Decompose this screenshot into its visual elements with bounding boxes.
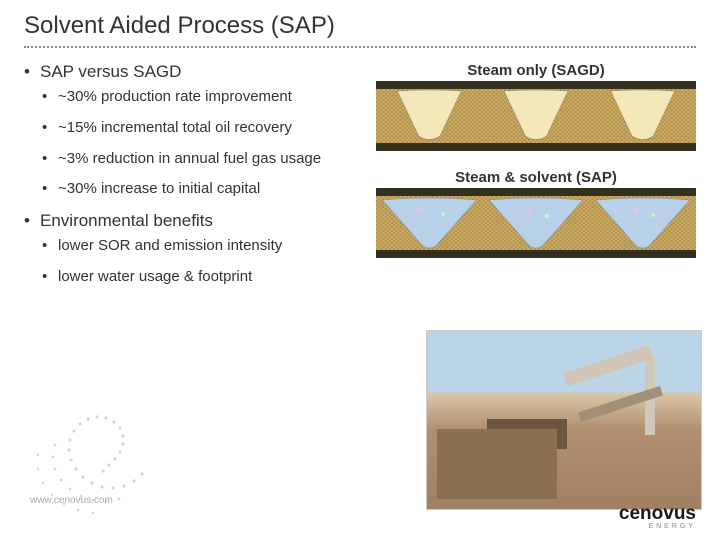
bullet-recovery: ~15% incremental total oil recovery bbox=[40, 119, 364, 138]
section-sap-vs-sagd: SAP versus SAGD ~30% production rate imp… bbox=[24, 62, 364, 199]
bullet-fuel-gas: ~3% reduction in annual fuel gas usage bbox=[40, 150, 364, 169]
right-column: Steam only (SAGD) bbox=[376, 62, 696, 299]
decorative-swirl bbox=[5, 395, 185, 535]
section-heading: Environmental benefits bbox=[40, 211, 213, 230]
label-sap: Steam & solvent (SAP) bbox=[376, 169, 696, 186]
bullet-capital: ~30% increase to initial capital bbox=[40, 180, 364, 199]
site-photo bbox=[426, 330, 702, 510]
brand-logo: cenovus ENERGY bbox=[619, 503, 696, 530]
content-columns: SAP versus SAGD ~30% production rate imp… bbox=[24, 62, 696, 299]
diagram-sap bbox=[376, 188, 696, 258]
label-sagd: Steam only (SAGD) bbox=[376, 62, 696, 79]
bullet-sor-emission: lower SOR and emission intensity bbox=[40, 237, 364, 256]
left-column: SAP versus SAGD ~30% production rate imp… bbox=[24, 62, 364, 299]
slide-title: Solvent Aided Process (SAP) bbox=[24, 12, 696, 48]
section-env-benefits: Environmental benefits lower SOR and emi… bbox=[24, 211, 364, 287]
bullet-production: ~30% production rate improvement bbox=[40, 88, 364, 107]
bullet-water: lower water usage & footprint bbox=[40, 268, 364, 287]
logo-brand-text: cenovus bbox=[619, 503, 696, 525]
section-heading: SAP versus SAGD bbox=[40, 62, 181, 81]
diagram-sagd bbox=[376, 81, 696, 151]
footer-url: www.cenovus.com bbox=[30, 495, 113, 506]
